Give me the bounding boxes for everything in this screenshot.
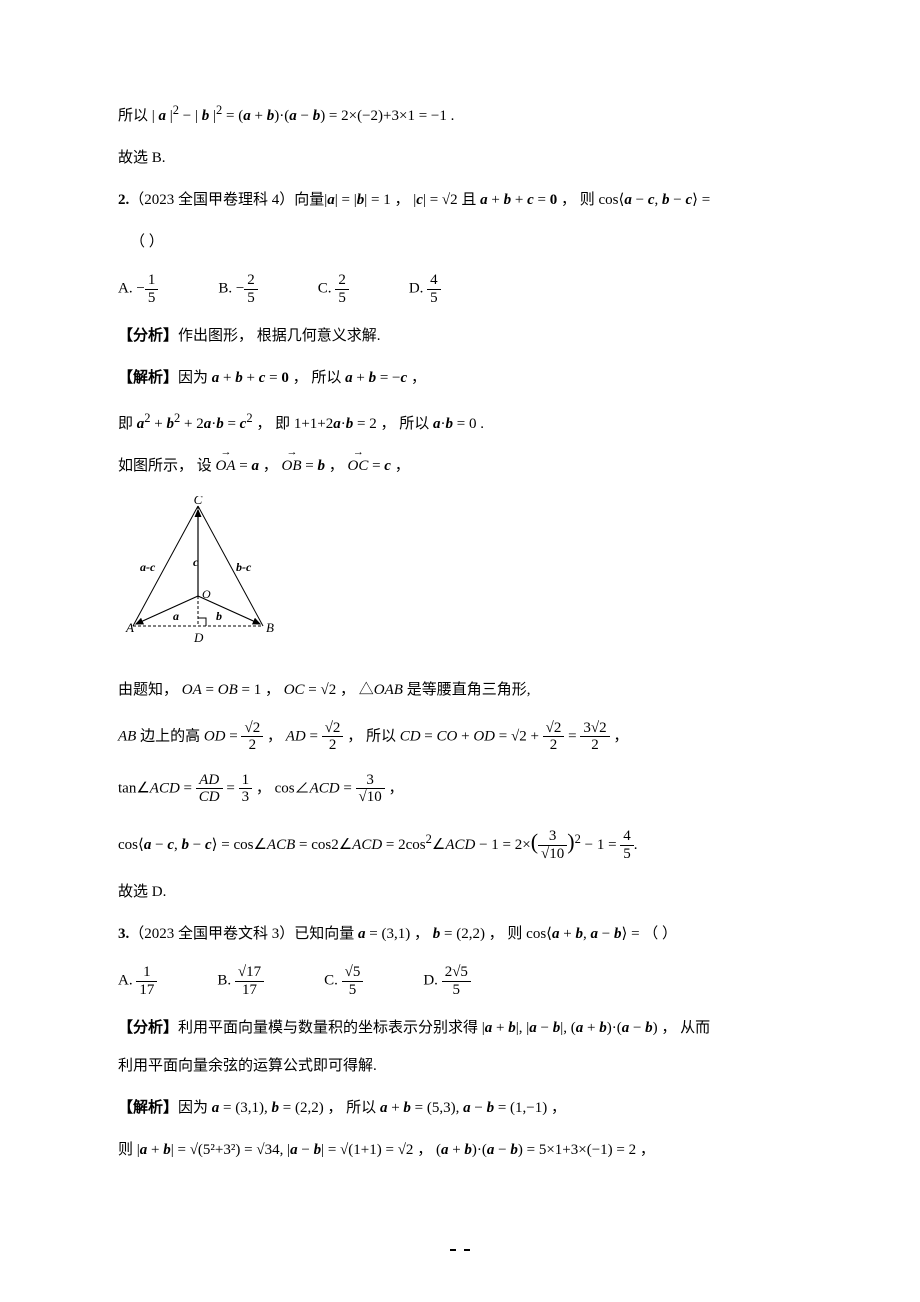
analysis-3-line1: 【分析】利用平面向量模与数量积的坐标表示分别求得 |a + b|, |a − b… xyxy=(118,1016,802,1040)
answer-line: 故选 B. xyxy=(118,146,802,170)
option-a: A. 117 xyxy=(118,964,157,998)
analysis-3-line2: 利用平面向量余弦的运算公式即可得解. xyxy=(118,1054,802,1078)
svg-text:c: c xyxy=(193,555,199,569)
q-label: 3. xyxy=(118,926,129,942)
vector-oa: OA xyxy=(216,454,236,478)
svg-text:D: D xyxy=(193,630,204,645)
option-c: C. √55 xyxy=(324,964,363,998)
text: 如图所示， 设 xyxy=(118,458,216,474)
triangle-diagram: C A B O D c a b a-c b-c xyxy=(118,496,802,660)
text: ， xyxy=(610,728,629,744)
svg-text:A: A xyxy=(125,620,134,635)
svg-text:b-c: b-c xyxy=(236,560,252,574)
q-source: （2023 全国甲卷理科 4） xyxy=(129,192,294,208)
solution-2-line7: cos⟨a − c, b − c⟩ = cos∠ACB = cos2∠ACD =… xyxy=(118,824,802,863)
solution-2-line2: 即 a2 + b2 + 2a·b = c2 ， 即 1+1+2a·b = 2 ，… xyxy=(118,408,802,436)
solution-2-line4: 由题知， OA = OB = 1 ， OC = √2 ， △OAB 是等腰直角三… xyxy=(118,678,802,702)
text: 向量 xyxy=(294,192,324,208)
svg-text:a: a xyxy=(173,609,179,623)
label: 【分析】 xyxy=(118,328,178,344)
analysis-2: 【分析】作出图形， 根据几何意义求解. xyxy=(118,324,802,348)
text: . xyxy=(451,108,455,124)
question-2-stem: 2.（2023 全国甲卷理科 4）向量|a| = |b| = 1 ， |c| =… xyxy=(118,188,802,212)
solution-2-line3: 如图所示， 设 OA = a ， OB = b ， OC = c ， xyxy=(118,454,802,478)
vector-ob: OB xyxy=(282,454,302,478)
paren: （ ） xyxy=(640,926,678,942)
answer-2: 故选 D. xyxy=(118,880,802,904)
text: 所以 xyxy=(118,108,148,124)
label: 【分析】 xyxy=(118,1020,178,1036)
question-2-options: A. −15 B. −25 C. 25 D. 45 xyxy=(118,272,802,306)
q-source: （2023 全国甲卷文科 3） xyxy=(129,926,294,942)
option-d: D. 2√55 xyxy=(423,964,471,998)
svg-text:b: b xyxy=(216,609,222,623)
svg-text:O: O xyxy=(202,587,211,601)
label: 【解析】 xyxy=(118,1100,178,1116)
text: . xyxy=(634,837,638,853)
option-b: B. −25 xyxy=(218,272,257,306)
question-2-paren: （ ） xyxy=(118,230,802,254)
solution-2-line5: AB 边上的高 OD = √22 ， AD = √22 ， 所以 CD = CO… xyxy=(118,720,802,754)
option-a: A. −15 xyxy=(118,272,158,306)
solution-2-line1: 【解析】因为 a + b + c = 0 ， 所以 a + b = −c ， xyxy=(118,366,802,390)
solution-3-line1: 【解析】因为 a = (3,1), b = (2,2) ， 所以 a + b =… xyxy=(118,1096,802,1120)
text: ， xyxy=(385,780,404,796)
solution-3-line2: 则 |a + b| = √(5²+3²) = √34, |a − b| = √(… xyxy=(118,1138,802,1162)
question-3-stem: 3.（2023 全国甲卷文科 3）已知向量 a = (3,1) ， b = (2… xyxy=(118,922,802,946)
previous-solution-line: 所以 | a |2 − | b |2 = (a + b)·(a − b) = 2… xyxy=(118,100,802,128)
q-label: 2. xyxy=(118,192,129,208)
svg-text:a-c: a-c xyxy=(140,560,156,574)
label: 【解析】 xyxy=(118,370,178,386)
option-d: D. 45 xyxy=(409,272,441,306)
question-3-options: A. 117 B. √1717 C. √55 D. 2√55 xyxy=(118,964,802,998)
svg-text:B: B xyxy=(266,620,274,635)
vector-oc: OC xyxy=(347,454,368,478)
text: 作出图形， 根据几何意义求解. xyxy=(178,328,381,344)
option-b: B. √1717 xyxy=(217,964,264,998)
svg-text:C: C xyxy=(194,496,203,507)
center-mark xyxy=(450,1236,470,1262)
solution-2-line6: tan∠ACD = ADCD = 13 ， cos∠ACD = 3√10 ， xyxy=(118,772,802,806)
option-c: C. 25 xyxy=(318,272,349,306)
